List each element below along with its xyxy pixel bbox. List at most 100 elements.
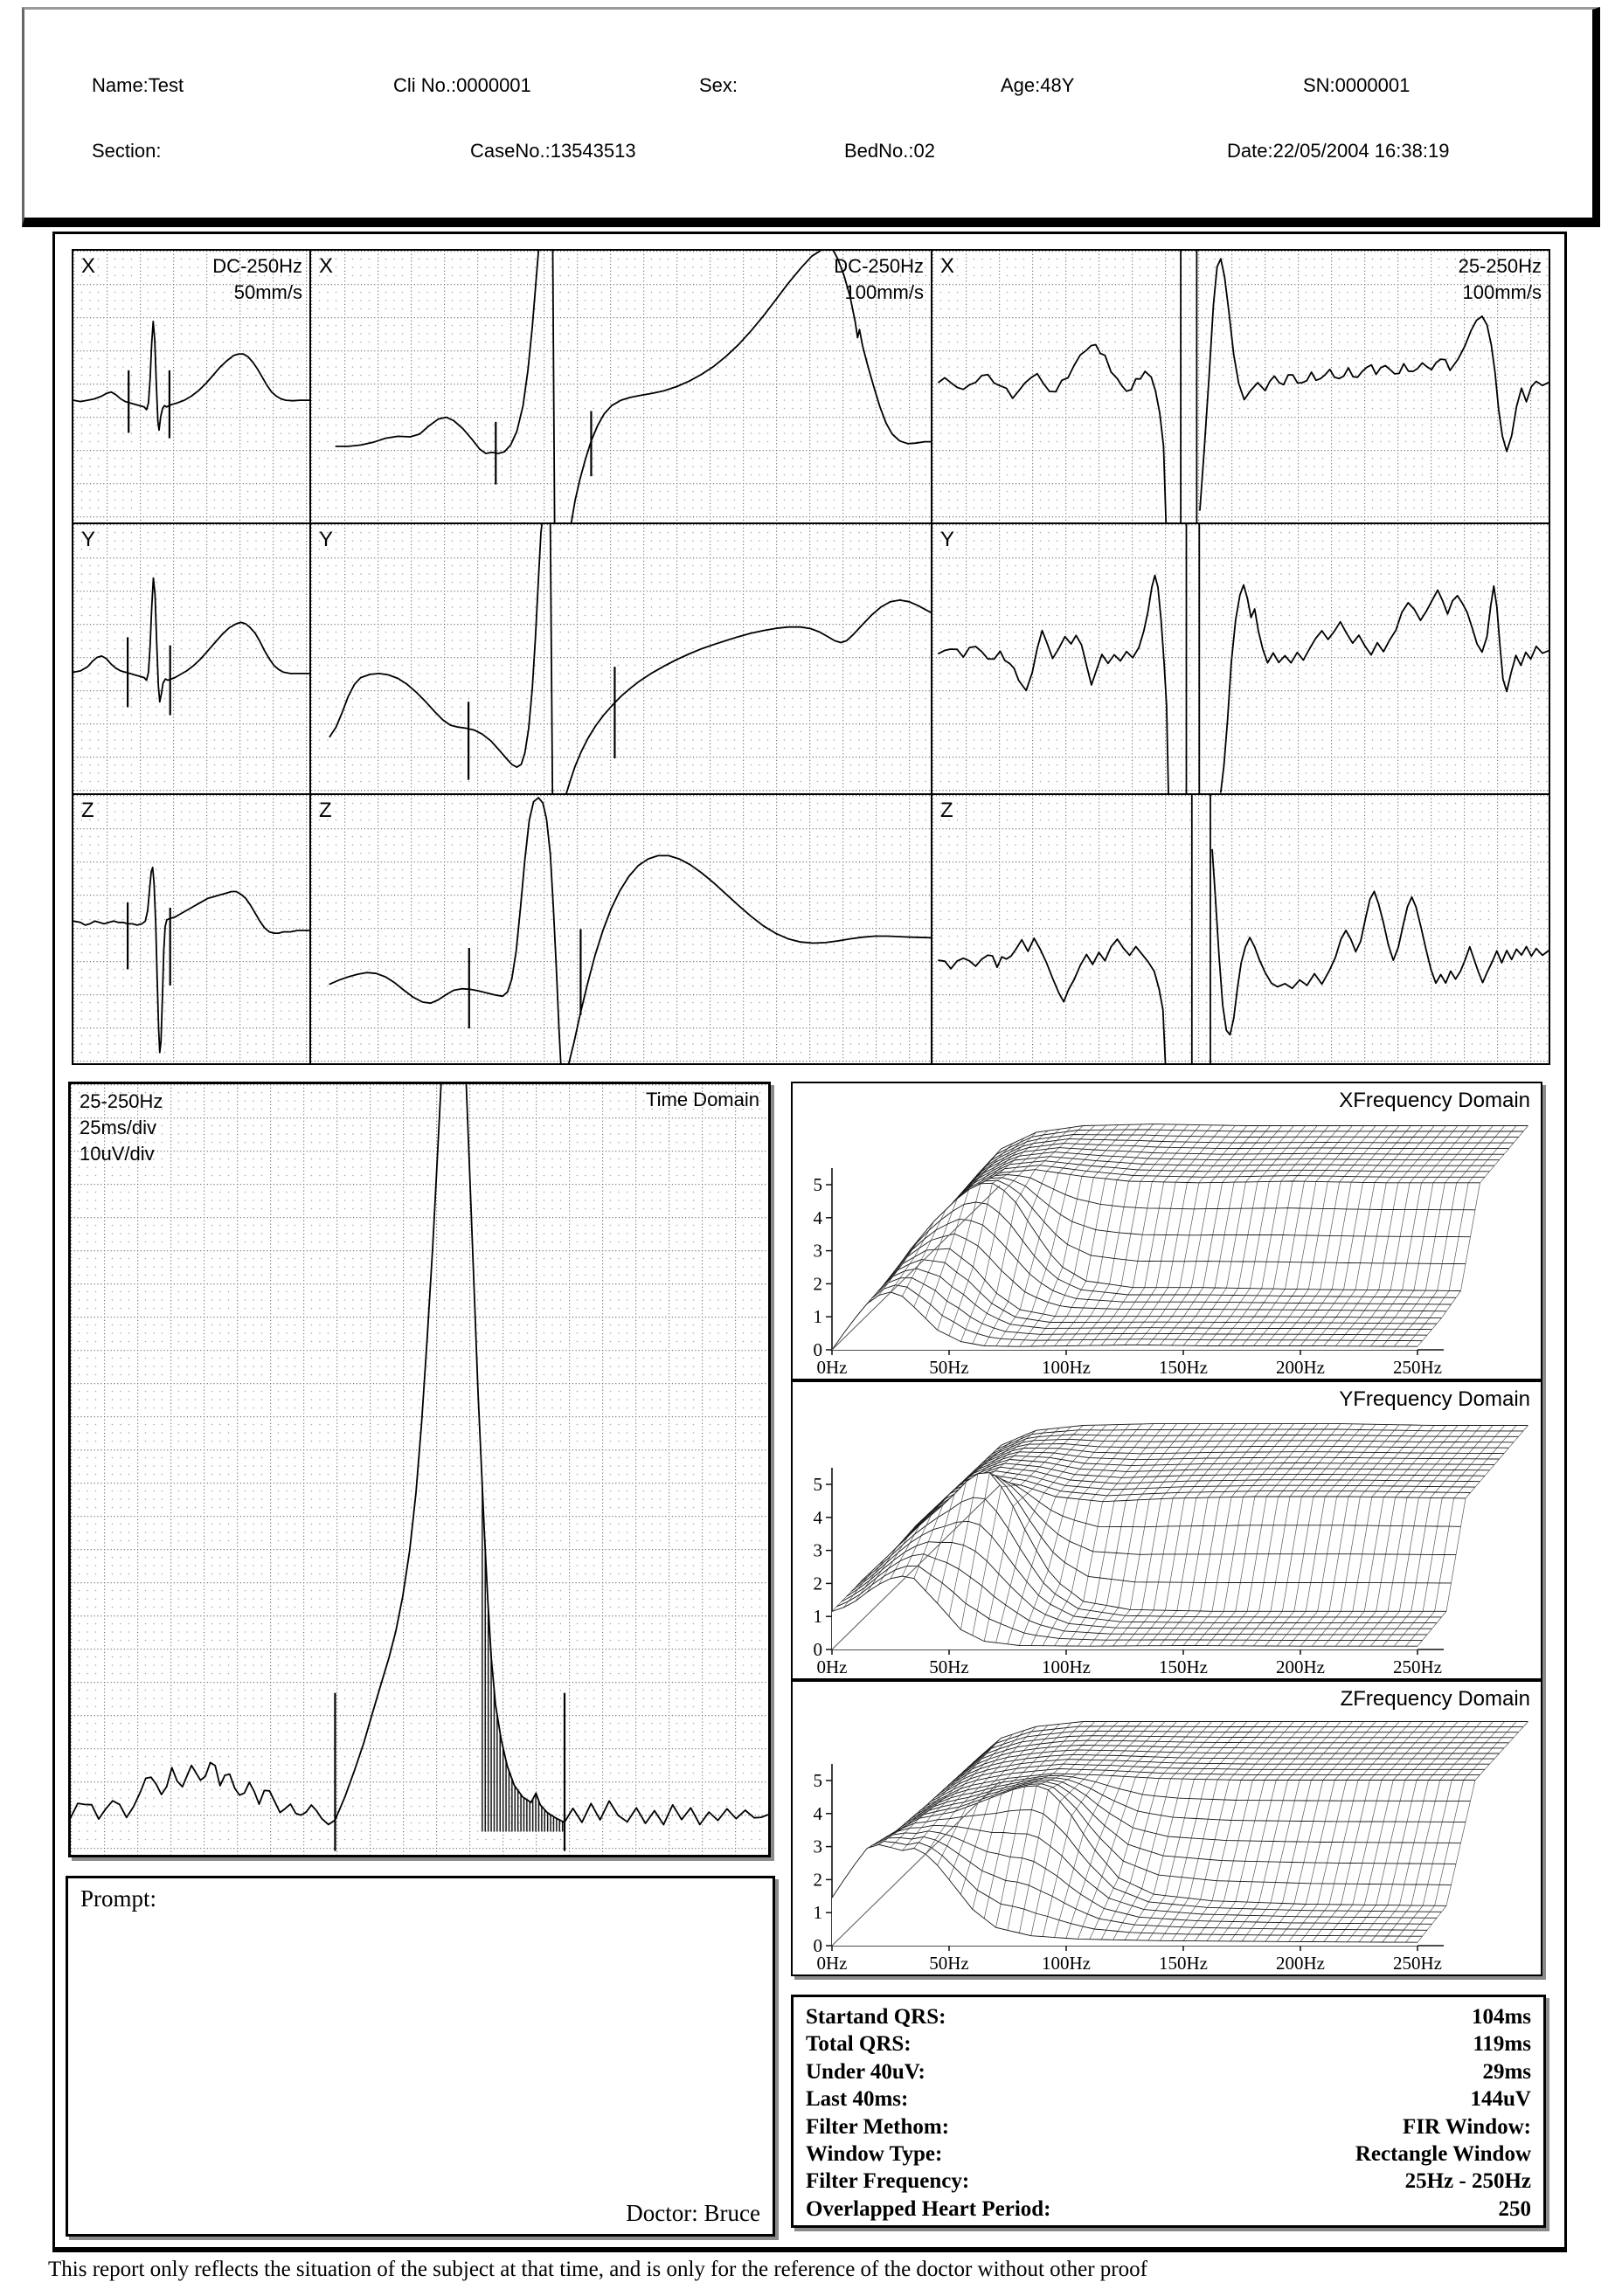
lead-label: X: [940, 254, 955, 278]
freq-panel-y: 0 1 2 3 4 5 0Hz 50Hz 100Hz 150Hz 200Hz 250Hz YFrequ…: [791, 1380, 1542, 1680]
svg-text:4: 4: [814, 1207, 823, 1228]
freq-title-y: YFrequency Domain: [1339, 1387, 1530, 1411]
stat-row: Under 40uV: 29ms: [806, 2058, 1531, 2085]
td-sweep: 25ms/div: [80, 1117, 157, 1138]
patient-header: Name:Test Cli No.:0000001 Sex: Age:48Y S…: [22, 7, 1600, 227]
ecg-waveform-y-dc100: [311, 524, 931, 793]
stat-value: 104ms: [1471, 2005, 1531, 2029]
column-header: DC-250Hz 50mm/s: [212, 253, 302, 306]
lead-label: Z: [319, 799, 332, 822]
svg-text:2: 2: [814, 1273, 823, 1294]
filter-label: DC-250Hz: [212, 255, 302, 277]
qrs-stats-table: Startand QRS: 104ms Total QRS: 119ms Under 4…: [791, 1995, 1546, 2228]
stat-label: Window Type:: [806, 2142, 943, 2167]
lead-label: Y: [319, 528, 334, 551]
ecg-waveform-x-dc100: [311, 251, 931, 522]
lead-label: Z: [81, 799, 94, 822]
lead-label: Y: [940, 528, 955, 551]
svg-text:3: 3: [814, 1540, 823, 1561]
prompt-label: Prompt:: [80, 1885, 157, 1912]
stat-label: Total QRS:: [806, 2032, 912, 2057]
cli-no: Cli No.:0000001: [393, 74, 531, 96]
doctor-signature: Doctor: Bruce: [626, 2200, 760, 2226]
speed-label: 100mm/s: [844, 281, 924, 303]
svg-text:250Hz: 250Hz: [1393, 1656, 1442, 1677]
svg-text:200Hz: 200Hz: [1276, 1357, 1325, 1378]
bed-no: BedNo.:02: [844, 140, 935, 162]
speed-label: 100mm/s: [1462, 281, 1542, 303]
svg-text:5: 5: [814, 1474, 823, 1495]
ecg-waveform-z-hp100: [932, 795, 1549, 1063]
td-gain: 10uV/div: [80, 1143, 155, 1165]
stat-label: Last 40ms:: [806, 2087, 909, 2112]
svg-text:2: 2: [814, 1869, 823, 1890]
ecg-waveform-z-dc100: [311, 795, 931, 1063]
svg-text:1: 1: [814, 1306, 823, 1327]
ecg-panel-x-hp100: X 25-250Hz 100mm/s: [931, 251, 1549, 522]
ecg-waveform-x-hp100: [932, 251, 1549, 522]
ecg-waveform-y-hp100: [932, 524, 1549, 793]
stat-row: Filter Methom: FIR Window:: [806, 2113, 1531, 2140]
svg-text:100Hz: 100Hz: [1042, 1656, 1091, 1677]
stat-value: 25Hz - 250Hz: [1404, 2169, 1531, 2194]
svg-text:3: 3: [814, 1241, 823, 1262]
freq-chart-x: 0 1 2 3 4 5 0Hz 50Hz 100Hz 150Hz 200Hz 250Hz: [793, 1083, 1541, 1379]
disclaimer: This report only reflects the situation …: [48, 2258, 1147, 2281]
stat-label: Under 40uV:: [806, 2059, 925, 2084]
serial-no: SN:0000001: [1303, 74, 1411, 96]
stat-value: 250: [1498, 2196, 1532, 2221]
ecg-waveform-y-dc50: [73, 524, 309, 793]
ecg-panel-x-dc50: X DC-250Hz 50mm/s: [73, 251, 309, 522]
svg-text:5: 5: [814, 1174, 823, 1195]
column-header: DC-250Hz 100mm/s: [834, 253, 924, 306]
svg-text:0: 0: [814, 1935, 823, 1956]
svg-text:150Hz: 150Hz: [1159, 1953, 1208, 1974]
ecg-grid: X DC-250Hz 50mm/s X DC-250Hz 100mm/s X 25-…: [72, 249, 1550, 1065]
ecg-waveform-x-dc50: [73, 251, 309, 522]
lead-label: Z: [940, 799, 953, 822]
freq-chart-z: 0 1 2 3 4 5 0Hz 50Hz 100Hz 150Hz 200Hz 250Hz: [793, 1682, 1541, 1974]
svg-text:0Hz: 0Hz: [817, 1357, 848, 1378]
time-domain-panel: 25-250Hz 25ms/div 10uV/div Time Domain: [68, 1082, 771, 1857]
stat-row: Total QRS: 119ms: [806, 2030, 1531, 2057]
ecg-panel-y-dc50: Y: [73, 522, 309, 793]
svg-text:200Hz: 200Hz: [1276, 1953, 1325, 1974]
svg-text:150Hz: 150Hz: [1159, 1656, 1208, 1677]
stat-value: 119ms: [1473, 2032, 1531, 2057]
svg-text:3: 3: [814, 1836, 823, 1857]
patient-sex: Sex:: [699, 74, 738, 96]
time-domain-title: Time Domain: [646, 1089, 759, 1110]
ecg-panel-y-hp100: Y: [931, 522, 1549, 793]
stat-value: Rectangle Window: [1355, 2142, 1531, 2167]
stat-row: Startand QRS: 104ms: [806, 2003, 1531, 2030]
svg-text:50Hz: 50Hz: [929, 1656, 969, 1677]
column-header: 25-250Hz 100mm/s: [1459, 253, 1542, 306]
lead-label: X: [319, 254, 334, 278]
svg-text:200Hz: 200Hz: [1276, 1656, 1325, 1677]
freq-panel-z: 0 1 2 3 4 5 0Hz 50Hz 100Hz 150Hz 200Hz 250Hz ZFrequ…: [791, 1680, 1542, 1976]
svg-text:1: 1: [814, 1606, 823, 1627]
stat-value: FIR Window:: [1402, 2114, 1531, 2139]
svg-text:50Hz: 50Hz: [929, 1357, 969, 1378]
svg-text:250Hz: 250Hz: [1393, 1357, 1442, 1378]
svg-text:100Hz: 100Hz: [1042, 1953, 1091, 1974]
lead-label: X: [81, 254, 96, 278]
svg-text:5: 5: [814, 1770, 823, 1791]
record-date: Date:22/05/2004 16:38:19: [1227, 140, 1450, 162]
freq-title-x: XFrequency Domain: [1339, 1089, 1530, 1112]
stat-label: Startand QRS:: [806, 2005, 946, 2029]
td-filter: 25-250Hz: [80, 1090, 163, 1112]
svg-text:2: 2: [814, 1573, 823, 1594]
stat-row: Last 40ms: 144uV: [806, 2085, 1531, 2113]
lead-label: Y: [81, 528, 96, 551]
svg-text:0Hz: 0Hz: [817, 1656, 848, 1677]
svg-text:250Hz: 250Hz: [1393, 1953, 1442, 1974]
stat-row: Overlapped Heart Period: 250: [806, 2196, 1531, 2223]
patient-name: Name:Test: [92, 74, 184, 96]
time-domain-scales: 25-250Hz 25ms/div 10uV/div: [80, 1089, 163, 1167]
stat-label: Filter Methom:: [806, 2114, 950, 2139]
stat-value: 144uV: [1470, 2087, 1531, 2112]
report-body: X DC-250Hz 50mm/s X DC-250Hz 100mm/s X 25-…: [52, 232, 1567, 2252]
stat-row: Filter Frequency: 25Hz - 250Hz: [806, 2168, 1531, 2195]
